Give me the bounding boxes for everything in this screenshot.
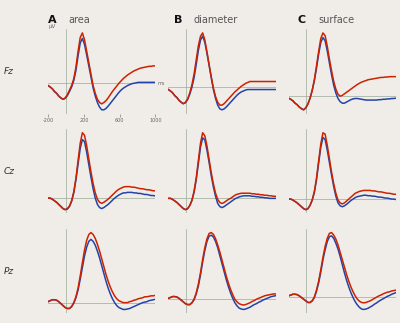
Text: area: area bbox=[68, 15, 90, 25]
Text: diameter: diameter bbox=[194, 15, 238, 25]
Text: Cz: Cz bbox=[4, 167, 15, 176]
Text: A: A bbox=[48, 15, 57, 25]
Text: μV: μV bbox=[48, 24, 55, 29]
Text: B: B bbox=[174, 15, 182, 25]
Text: surface: surface bbox=[318, 15, 354, 25]
Text: Pz: Pz bbox=[4, 266, 14, 276]
Text: C: C bbox=[298, 15, 306, 25]
Text: Fz: Fz bbox=[4, 67, 14, 76]
Text: ms: ms bbox=[157, 81, 164, 86]
